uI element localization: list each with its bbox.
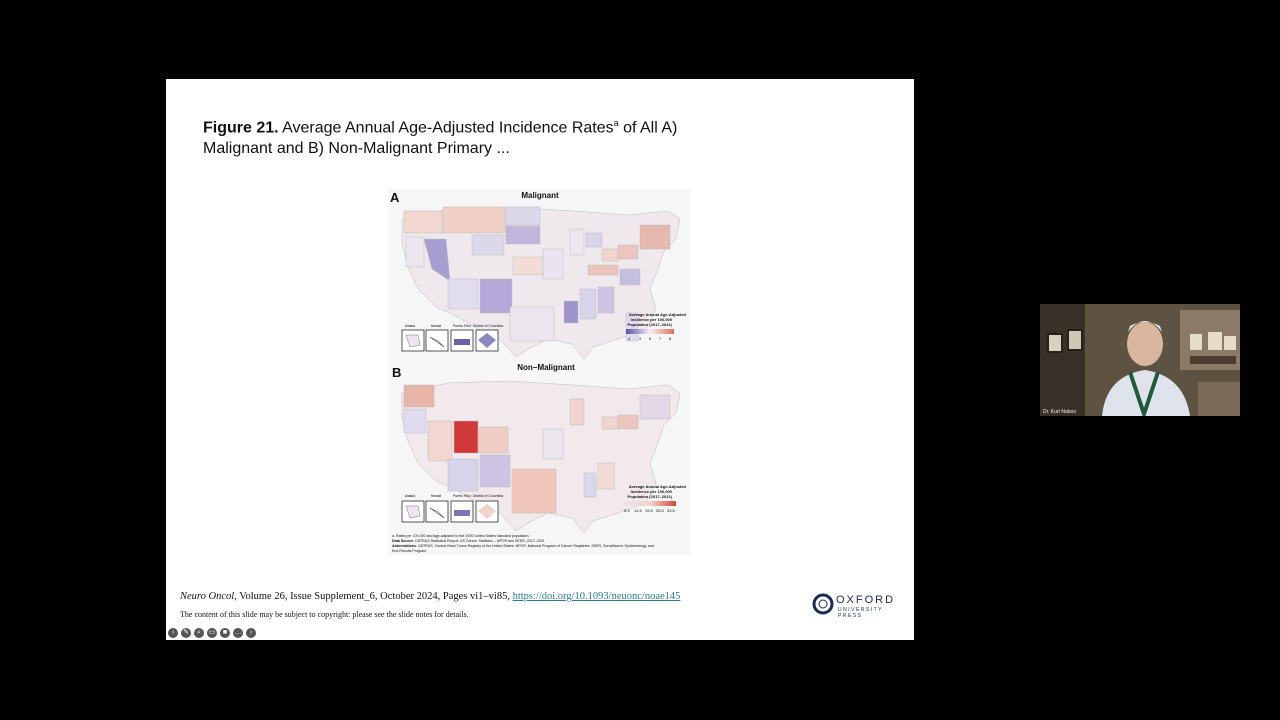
panel-b-letter: B (392, 365, 401, 380)
insets-malignant: Alaska Hawaii Puerto Rico District of Co… (401, 324, 503, 352)
legend-a-title-line-1: Average Annual Age-Adjusted (629, 312, 687, 317)
svg-text:Abbreviations: CBTRUS, Central: Abbreviations: CBTRUS, Central Brain Tum… (392, 544, 654, 548)
footnote-rates: a. Rates per 100,000 and age-adjusted to… (392, 534, 529, 538)
legend-a-tick: 8 (669, 336, 672, 341)
legend-a-tick: 4 (628, 336, 631, 341)
legend-b-tick: 12.5 (634, 508, 643, 513)
citation-journal: Neuro Oncol (180, 591, 235, 602)
captions-icon[interactable]: ▭ (207, 628, 217, 638)
pen-icon[interactable]: ✎ (181, 628, 191, 638)
map-malignant (401, 206, 681, 360)
legend-b-tick: 33.5 (667, 508, 676, 513)
footnote-abbreviations-cont: End Results Program. (392, 549, 427, 553)
panel-a-letter: A (390, 190, 400, 205)
inset-label-puerto-rico: Puerto Rico (453, 324, 471, 328)
figure-title-text-2: of All A) Malignant and B) Non-Malignant… (203, 119, 678, 158)
footnote-abbreviations: : CBTRUS, Central Brain Tumor Registry o… (416, 544, 654, 548)
video-icon[interactable]: ■ (220, 628, 230, 638)
legend-malignant: Average Annual Age-Adjusted Incidence pe… (626, 312, 687, 341)
inset-label-hawaii: Hawaii (431, 494, 442, 498)
inset-label-alaska: Alaska (405, 494, 416, 498)
zoom-icon[interactable]: ⌕ (194, 628, 204, 638)
figure-number: Figure 21. (203, 119, 279, 137)
forward-icon[interactable]: › (246, 628, 256, 638)
publisher-subtitle: UNIVERSITY PRESS (838, 607, 883, 619)
citation: Neuro Oncol, Volume 26, Issue Supplement… (180, 591, 680, 602)
footnote-abbreviations-label: Abbreviations (392, 544, 416, 548)
figure-title: Figure 21. Average Annual Age-Adjusted I… (203, 113, 743, 159)
footnote-data-source-label: Data Source (392, 539, 413, 543)
inset-label-puerto-rico: Puerto Rico (453, 494, 471, 498)
legend-a-tick: 6 (649, 336, 652, 341)
webcam-feed: Dr. Kurt Naboo (1040, 304, 1240, 416)
inset-label-dc: District of Columbia (473, 494, 503, 498)
presenter-name-label: Dr. Kurt Naboo (1043, 409, 1077, 415)
inset-label-alaska: Alaska (405, 324, 416, 328)
choropleth-maps: A Malignant (390, 190, 687, 553)
svg-text:Data Source: CBTRUS Statistica: Data Source: CBTRUS Statistical Report: … (392, 539, 545, 543)
legend-a-tick: 5 (639, 336, 642, 341)
legend-b-tick: 5.5 (624, 508, 630, 513)
legend-b-title-line-2: Incidence per 100,000 (631, 489, 673, 494)
legend-b-title-line-1: Average Annual Age-Adjusted (629, 484, 687, 489)
legend-non-malignant: Average Annual Age-Adjusted Incidence pe… (624, 484, 687, 513)
citation-details: , Volume 26, Issue Supplement_6, October… (234, 591, 513, 602)
legend-b-tick: 26.5 (656, 508, 665, 513)
back-icon[interactable]: ‹ (168, 628, 178, 638)
legend-b-title-line-3: Population (2017–2021) (628, 494, 673, 499)
oup-emblem-icon (812, 593, 834, 615)
panel-b-title: Non−Malignant (517, 363, 575, 372)
presenter-video (1040, 304, 1240, 416)
inset-label-hawaii: Hawaii (431, 324, 442, 328)
map-non-malignant (401, 380, 681, 534)
publisher-name: OXFORD (836, 594, 896, 606)
figure-footnotes: a. Rates per 100,000 and age-adjusted to… (392, 534, 654, 553)
panel-a-title: Malignant (521, 191, 559, 200)
more-icon[interactable]: … (233, 628, 243, 638)
legend-a-title-line-2: Incidence per 100,000 (631, 317, 673, 322)
legend-a-tick: 7 (659, 336, 662, 341)
figure-image: A Malignant (388, 189, 690, 555)
oxford-logo: OXFORD UNIVERSITY PRESS (812, 593, 904, 619)
copyright-notice: The content of this slide may be subject… (180, 610, 469, 619)
presentation-slide: Figure 21. Average Annual Age-Adjusted I… (166, 79, 914, 640)
legend-a-title-line-3: Population (2017–2021) (628, 322, 673, 327)
figure-title-superscript: a (613, 118, 619, 128)
inset-label-dc: District of Columbia (473, 324, 503, 328)
doi-link[interactable]: https://doi.org/10.1093/neuonc/noae145 (512, 591, 681, 602)
legend-b-tick: 19.5 (645, 508, 654, 513)
footnote-data-source: : CBTRUS Statistical Report: US Cancer S… (413, 539, 545, 543)
insets-non-malignant: Alaska Hawaii Puerto Rico District of Co… (401, 494, 503, 523)
slideshow-toolbar: ‹ ✎ ⌕ ▭ ■ … › (168, 628, 256, 640)
figure-title-text: Average Annual Age-Adjusted Incidence Ra… (278, 119, 614, 137)
